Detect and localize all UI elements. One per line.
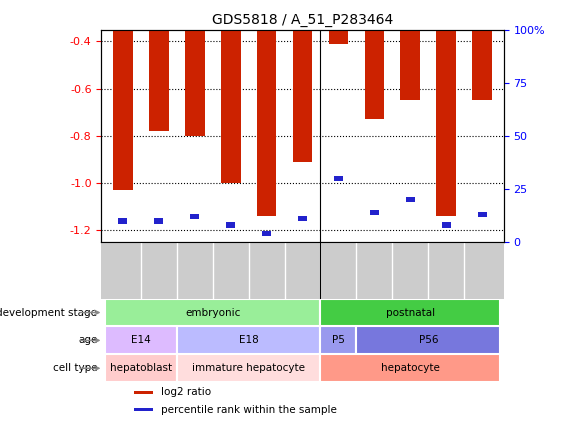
Text: postnatal: postnatal: [386, 308, 435, 318]
Bar: [190, 214, 199, 219]
Text: P5: P5: [332, 335, 345, 346]
Text: cell type: cell type: [53, 363, 97, 374]
Bar: [134, 408, 153, 411]
Bar: [105, 354, 177, 382]
Bar: [370, 210, 379, 215]
Text: age: age: [78, 335, 97, 346]
Bar: [472, 30, 492, 100]
Text: hepatoblast: hepatoblast: [110, 363, 172, 374]
Bar: [321, 327, 357, 354]
Bar: [134, 391, 153, 394]
Bar: [185, 30, 204, 136]
Bar: [262, 231, 271, 236]
Bar: [119, 218, 127, 223]
Bar: [177, 354, 321, 382]
Text: hepatocyte: hepatocyte: [381, 363, 440, 374]
Bar: [328, 30, 349, 44]
Text: log2 ratio: log2 ratio: [161, 387, 211, 398]
Text: development stage: development stage: [0, 308, 97, 318]
Text: embryonic: embryonic: [185, 308, 240, 318]
Bar: [177, 327, 321, 354]
Bar: [321, 299, 500, 327]
Bar: [357, 327, 500, 354]
Bar: [298, 216, 307, 221]
Bar: [149, 30, 168, 131]
Bar: [334, 176, 343, 181]
Bar: [437, 30, 456, 216]
Bar: [226, 222, 235, 228]
Title: GDS5818 / A_51_P283464: GDS5818 / A_51_P283464: [212, 13, 393, 27]
Bar: [113, 30, 133, 190]
Bar: [365, 30, 384, 119]
Bar: [321, 354, 500, 382]
Bar: [442, 222, 450, 228]
Bar: [401, 30, 420, 100]
Bar: [292, 30, 313, 162]
Bar: [105, 299, 321, 327]
Bar: [478, 212, 486, 217]
Bar: [155, 218, 163, 223]
Bar: [406, 197, 415, 202]
Bar: [256, 30, 277, 216]
Text: percentile rank within the sample: percentile rank within the sample: [161, 405, 337, 415]
Text: E14: E14: [131, 335, 151, 346]
Text: P56: P56: [419, 335, 438, 346]
Text: E18: E18: [239, 335, 258, 346]
Bar: [105, 327, 177, 354]
Text: immature hepatocyte: immature hepatocyte: [192, 363, 305, 374]
Bar: [221, 30, 240, 183]
